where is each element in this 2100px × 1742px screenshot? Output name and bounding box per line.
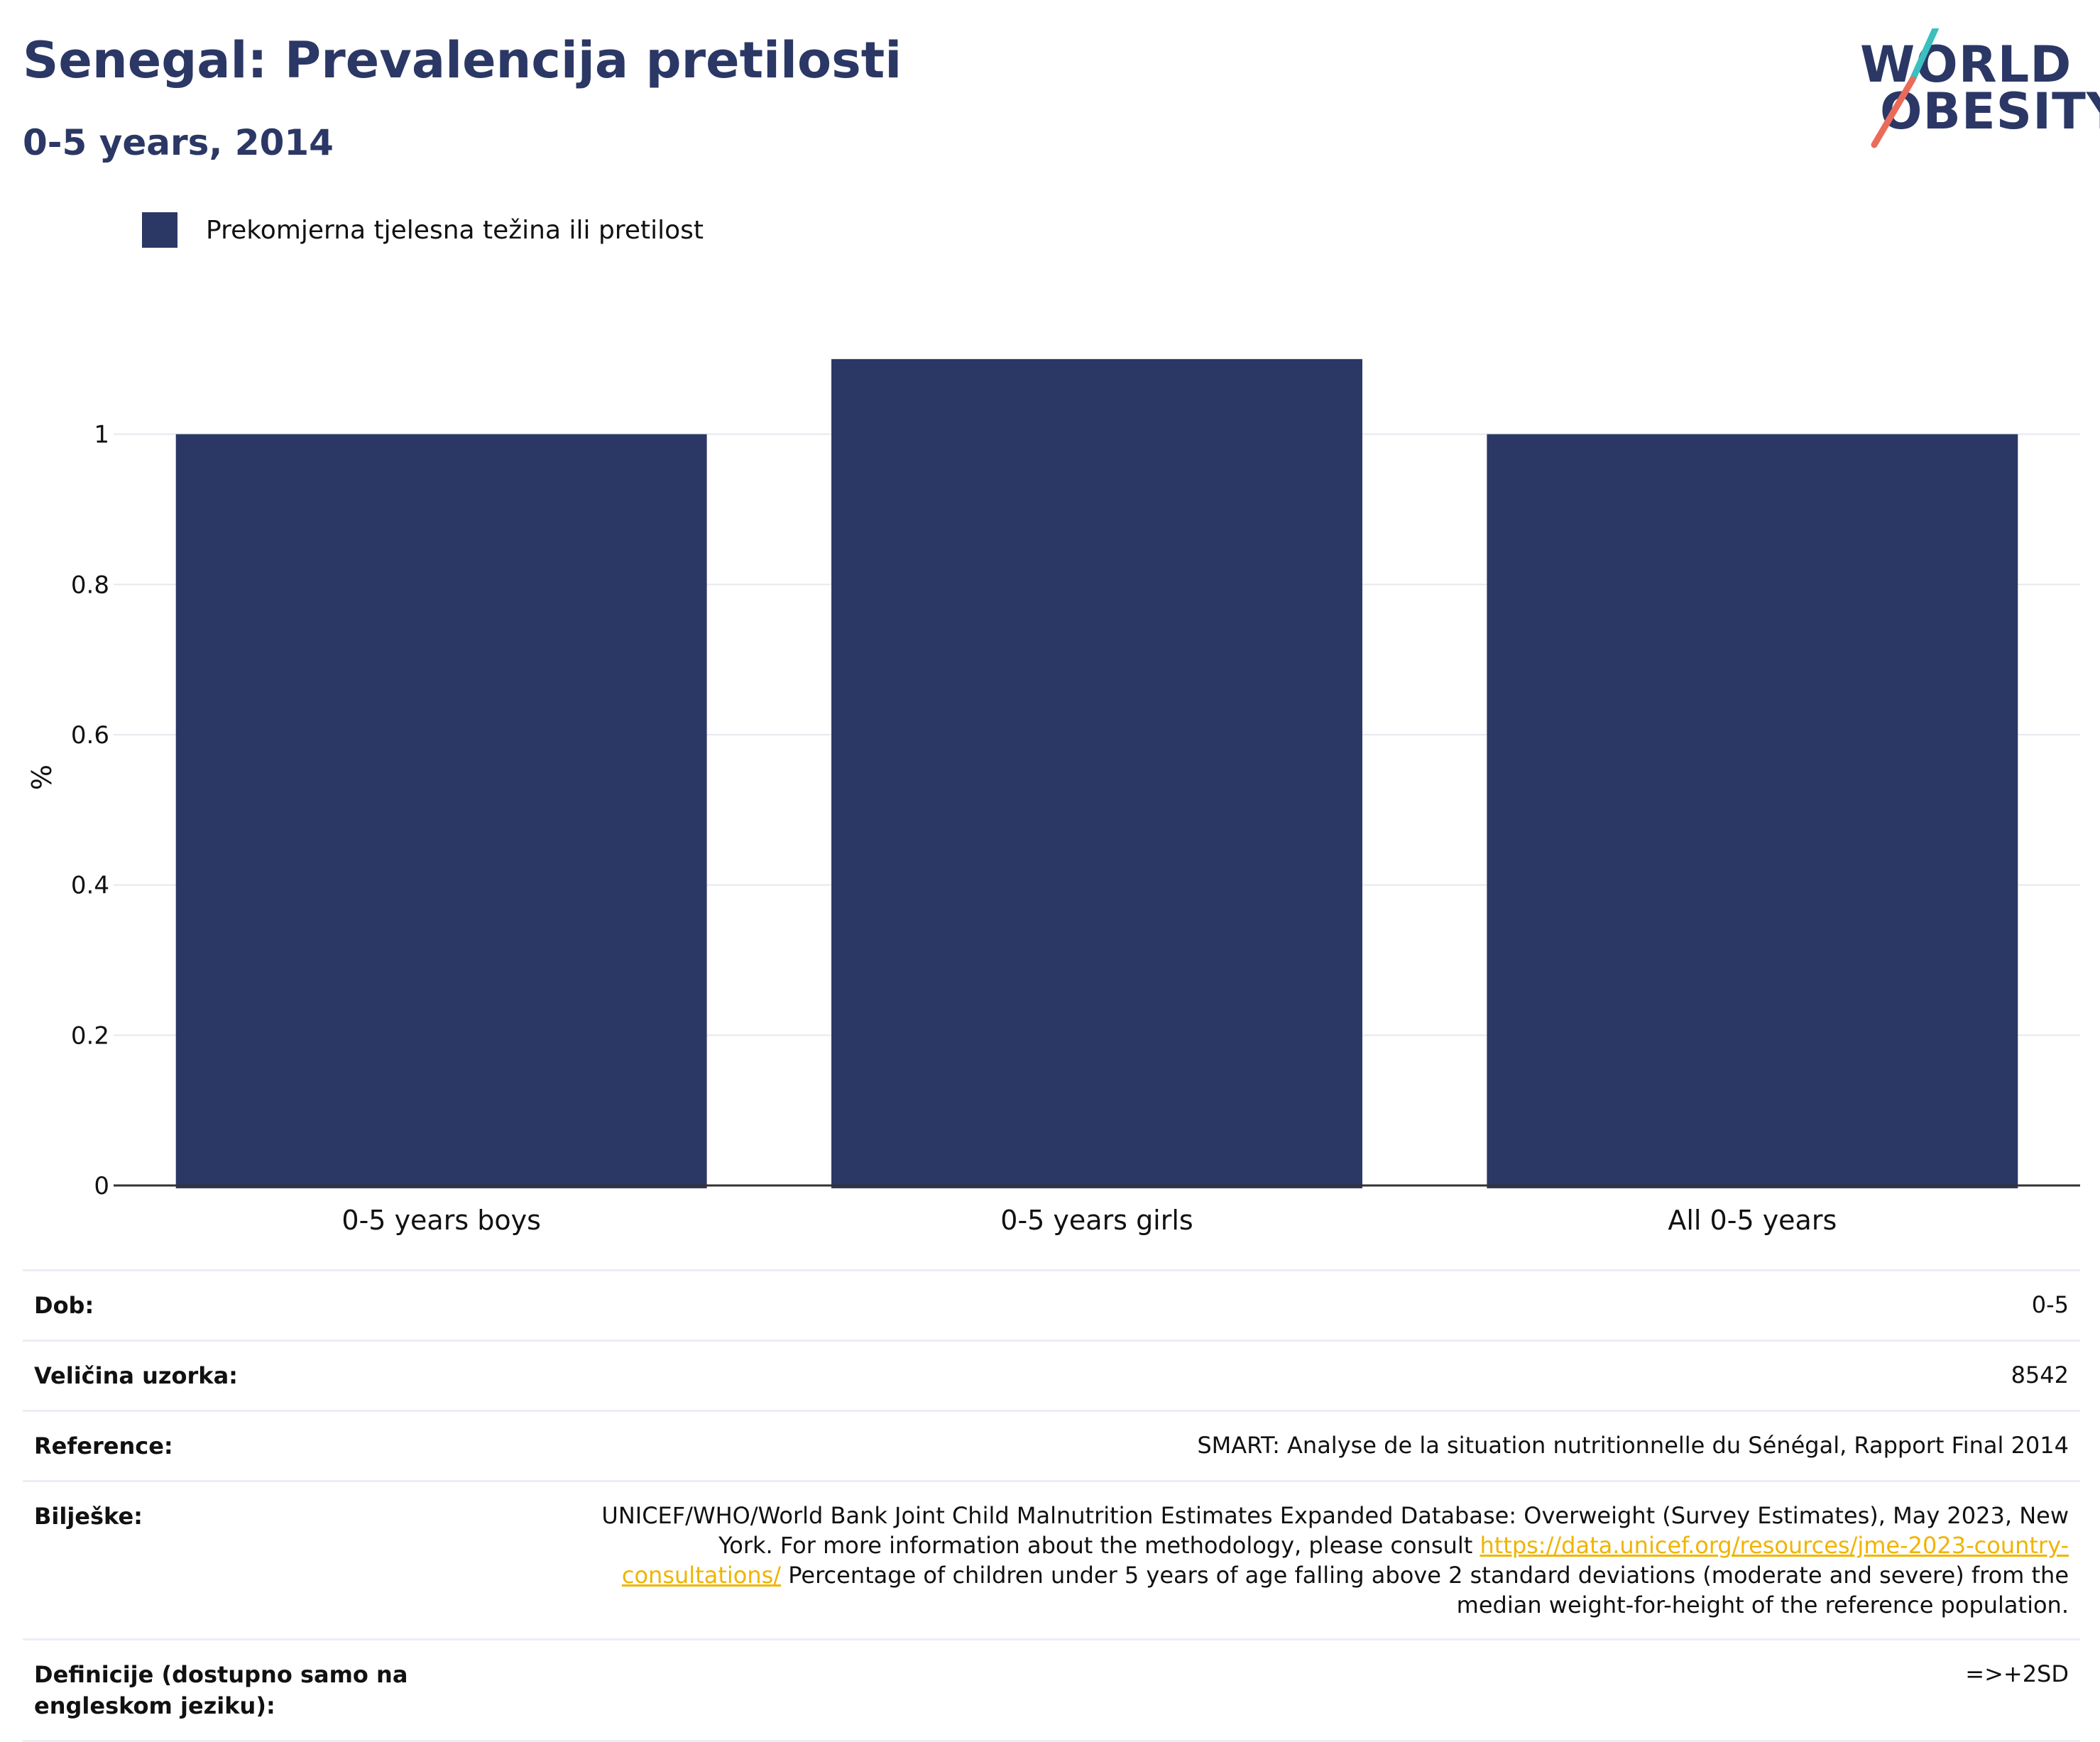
y-tick-labels: 0 0.2 0.4 0.6 0.8 1 bbox=[71, 421, 109, 1200]
chart-legend[interactable]: Prekomjerna tjelesna težina ili pretilos… bbox=[142, 210, 704, 250]
info-row-dob: Dob: 0-5 bbox=[23, 1269, 2080, 1340]
notes-text: UNICEF/WHO/World Bank Joint Child Malnut… bbox=[601, 1502, 2069, 1559]
bar[interactable] bbox=[831, 358, 1362, 1188]
page-title: Senegal: Prevalencija pretilosti bbox=[23, 31, 902, 89]
info-table: Dob: 0-5 Veličina uzorka: 8542 Reference… bbox=[23, 1269, 2080, 1742]
legend-swatch bbox=[142, 212, 177, 248]
bars bbox=[175, 358, 2018, 1188]
logo-slash-icon bbox=[1871, 28, 1940, 148]
bar[interactable] bbox=[1487, 434, 2018, 1188]
info-row-sample-size: Veličina uzorka: 8542 bbox=[23, 1340, 2080, 1410]
info-value: =>+2SD bbox=[1965, 1660, 2069, 1687]
info-row-definitions: Definicije (dostupno samo na engleskom j… bbox=[23, 1638, 2080, 1742]
x-category-labels: 0-5 years boys 0-5 years girls All 0-5 yea… bbox=[341, 1205, 1837, 1236]
x-category-label: 0-5 years boys bbox=[341, 1205, 540, 1236]
logo-word-world: WORLD bbox=[1860, 35, 2072, 94]
x-category-label: 0-5 years girls bbox=[1000, 1205, 1193, 1236]
y-tick-label: 0.6 bbox=[71, 721, 109, 750]
info-value: SMART: Analyse de la situation nutrition… bbox=[1197, 1432, 2069, 1459]
logo-word-obesity: OBESITY bbox=[1880, 82, 2100, 141]
info-row-notes: Bilješke: UNICEF/WHO/World Bank Joint Ch… bbox=[23, 1480, 2080, 1638]
info-value: 0-5 bbox=[2031, 1291, 2069, 1318]
info-key: Bilješke: bbox=[34, 1503, 143, 1530]
x-category-label: All 0-5 years bbox=[1668, 1205, 1837, 1236]
info-row-reference: Reference: SMART: Analyse de la situatio… bbox=[23, 1410, 2080, 1480]
y-tick-label: 0.8 bbox=[71, 571, 109, 599]
info-key: Dob: bbox=[34, 1292, 94, 1319]
bar[interactable] bbox=[175, 434, 707, 1188]
info-key: Veličina uzorka: bbox=[34, 1362, 238, 1389]
legend-label: Prekomjerna tjelesna težina ili pretilos… bbox=[206, 215, 704, 245]
y-tick-label: 0 bbox=[94, 1172, 109, 1200]
y-tick-label: 0.2 bbox=[71, 1021, 109, 1050]
info-value: 8542 bbox=[2011, 1362, 2069, 1388]
bar-chart: 0 0.2 0.4 0.6 0.8 1 0-5 years boys 0-5 years g… bbox=[26, 358, 2080, 1236]
page-subtitle: 0-5 years, 2014 bbox=[23, 122, 334, 163]
info-value: UNICEF/WHO/World Bank Joint Child Malnut… bbox=[578, 1501, 2069, 1620]
notes-definition-text: Percentage of children under 5 years of … bbox=[788, 1562, 2069, 1618]
methodology-link[interactable]: https://data.unicef.org/resources/jme-20… bbox=[621, 1532, 2069, 1589]
info-key: Definicije (dostupno samo na engleskom j… bbox=[34, 1661, 408, 1719]
world-obesity-logo[interactable]: WORLD OBESITY bbox=[1860, 28, 2100, 149]
info-key: Reference: bbox=[34, 1433, 173, 1459]
y-axis-label: % bbox=[26, 765, 58, 790]
y-tick-label: 0.4 bbox=[71, 872, 109, 900]
y-tick-label: 1 bbox=[94, 421, 109, 449]
